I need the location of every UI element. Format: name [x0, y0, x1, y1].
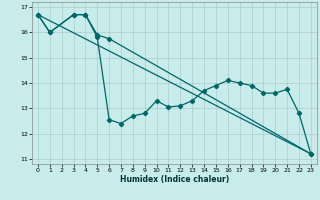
- X-axis label: Humidex (Indice chaleur): Humidex (Indice chaleur): [120, 175, 229, 184]
